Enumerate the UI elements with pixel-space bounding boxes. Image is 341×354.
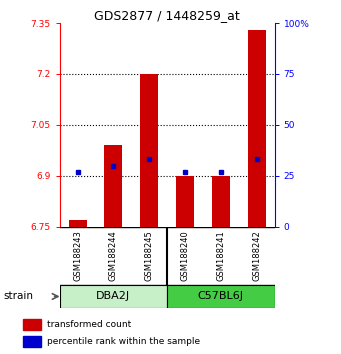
Text: percentile rank within the sample: percentile rank within the sample bbox=[47, 337, 200, 346]
Text: GSM188240: GSM188240 bbox=[180, 230, 190, 281]
Bar bbox=[23, 319, 41, 330]
Bar bbox=[248, 30, 266, 227]
Text: transformed count: transformed count bbox=[47, 320, 131, 329]
Bar bbox=[212, 176, 230, 227]
Text: GSM188244: GSM188244 bbox=[109, 230, 118, 281]
Bar bbox=[23, 336, 41, 347]
Title: GDS2877 / 1448259_at: GDS2877 / 1448259_at bbox=[94, 9, 240, 22]
Text: DBA2J: DBA2J bbox=[96, 291, 131, 302]
Bar bbox=[140, 74, 158, 227]
Bar bbox=[176, 176, 194, 227]
Text: GSM188242: GSM188242 bbox=[252, 230, 261, 281]
FancyBboxPatch shape bbox=[60, 285, 167, 308]
Text: GSM188245: GSM188245 bbox=[145, 230, 154, 281]
Bar bbox=[69, 220, 87, 227]
Text: strain: strain bbox=[3, 291, 33, 301]
Text: GSM188241: GSM188241 bbox=[216, 230, 225, 281]
Text: C57BL6J: C57BL6J bbox=[198, 291, 244, 302]
Bar bbox=[104, 145, 122, 227]
FancyBboxPatch shape bbox=[167, 285, 275, 308]
Text: GSM188243: GSM188243 bbox=[73, 230, 82, 281]
